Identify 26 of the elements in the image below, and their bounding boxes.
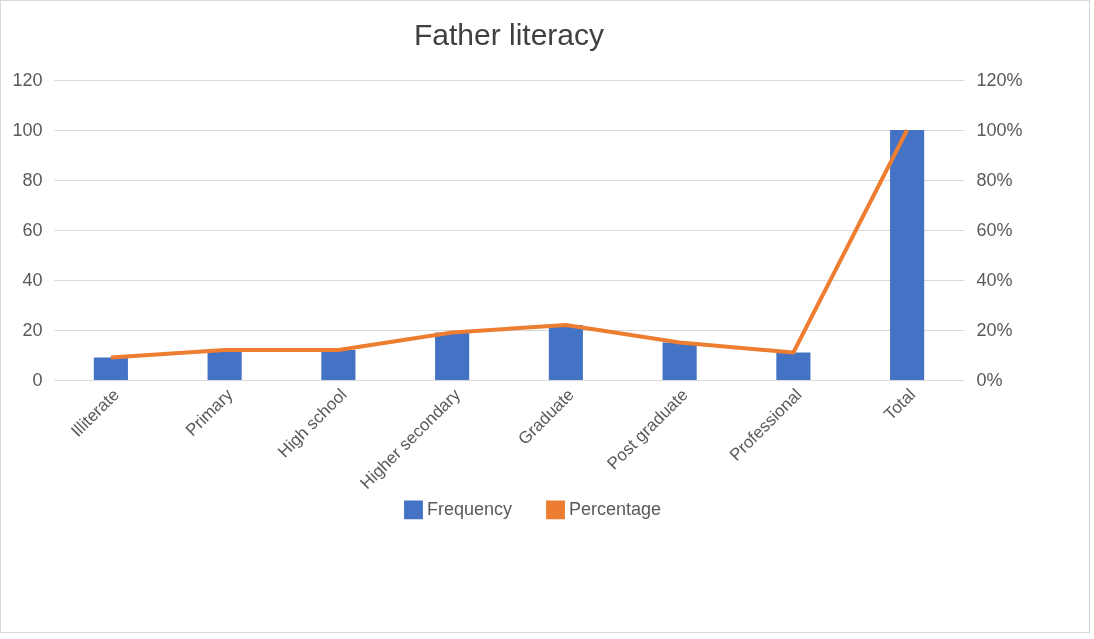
chart-title: Father literacy — [413, 18, 605, 51]
y2-tick-label: 80% — [976, 169, 1013, 190]
bar — [890, 130, 925, 380]
y-tick-label: 100 — [12, 119, 43, 140]
bar — [662, 342, 697, 380]
y-tick-label: 40 — [22, 269, 43, 290]
legend-label: Percentage — [569, 498, 662, 519]
bar — [435, 332, 470, 380]
y2-tick-label: 100% — [976, 119, 1023, 140]
y-tick-label: 0 — [32, 369, 43, 390]
bar — [207, 350, 242, 380]
y-tick-label: 80 — [22, 169, 43, 190]
bar — [93, 357, 128, 380]
y2-tick-label: 0% — [976, 369, 1003, 390]
y2-tick-label: 40% — [976, 269, 1013, 290]
line-series — [108, 128, 910, 360]
legend-label: Frequency — [427, 498, 513, 519]
y2-tick-label: 20% — [976, 319, 1013, 340]
bar — [321, 350, 356, 380]
bar — [776, 352, 811, 380]
y-tick-label: 60 — [22, 219, 43, 240]
bar — [548, 325, 583, 380]
y2-tick-label: 60% — [976, 219, 1013, 240]
y-tick-label: 120 — [12, 69, 43, 90]
y2-tick-label: 120% — [976, 69, 1023, 90]
y-tick-label: 20 — [22, 319, 43, 340]
